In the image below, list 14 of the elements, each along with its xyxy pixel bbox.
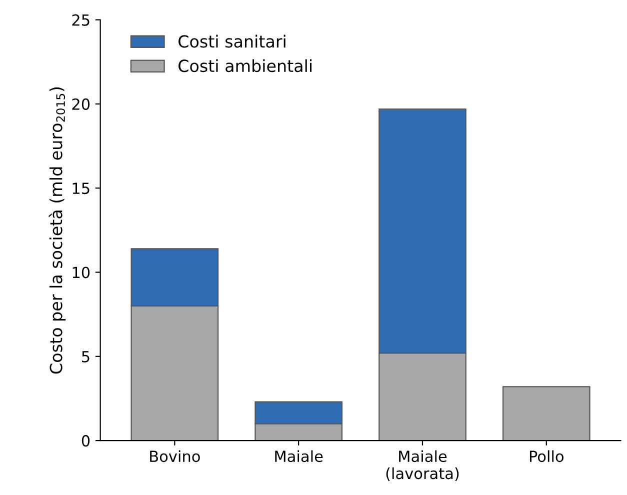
y-axis-title: Costo per la società (mld euro$_{2015}$)	[48, 87, 66, 374]
x-tick-label: Pollo	[530, 450, 564, 462]
legend-label: Costi ambientali	[178, 59, 312, 72]
x-tick-label: Maiale (lavorata)	[386, 450, 459, 482]
x-tick-label: Bovino	[150, 450, 200, 462]
y-tick-label: 5	[82, 351, 90, 362]
y-tick-label: 0	[82, 435, 90, 447]
y-tick-label: 10	[72, 266, 90, 278]
y-tick-label: 20	[72, 98, 90, 110]
legend-label: Costi sanitari	[178, 34, 286, 48]
bar	[502, 386, 590, 441]
y-tick-label: 25	[72, 14, 90, 26]
x-tick-label: Maiale	[275, 450, 323, 462]
y-tick-label: 15	[72, 182, 90, 194]
